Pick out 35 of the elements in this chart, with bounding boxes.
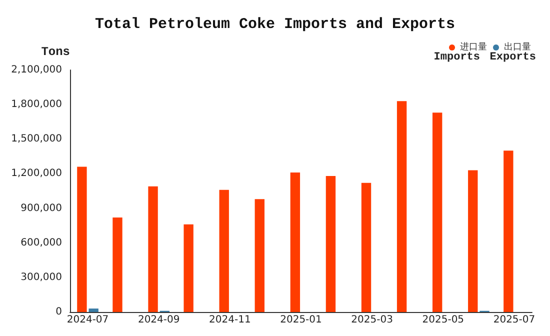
x-tick-label: 2024-07 [66, 314, 109, 326]
y-tick-label: 1,500,000 [11, 134, 62, 145]
bar [396, 101, 407, 312]
bar [148, 186, 158, 312]
bar [432, 112, 442, 312]
text: Exports [490, 52, 536, 64]
bar [504, 150, 514, 312]
bar [77, 166, 87, 312]
y-tick-label: 1,200,000 [11, 168, 62, 180]
y-tick-label: 1,800,000 [11, 99, 62, 110]
legend-label: 出口量 [504, 42, 531, 52]
y-tick-label: 300,000 [20, 272, 62, 283]
bar [184, 224, 194, 312]
y-tick-label: 600,000 [20, 237, 62, 248]
y-axis-title: Tons [41, 45, 70, 59]
x-tick-label: 2025-05 [422, 314, 464, 326]
bar [112, 218, 122, 312]
x-tick-label: 2024-11 [209, 314, 251, 326]
legend-label: 进口量 [460, 42, 487, 52]
bar [361, 182, 372, 312]
bar [254, 199, 264, 312]
x-tick-label: 2024-09 [138, 314, 180, 326]
text: Imports [434, 52, 480, 64]
chart-title: Total Petroleum Coke Imports and Exports [94, 16, 456, 33]
bar [219, 190, 229, 312]
x-tick-label: 2025-03 [351, 314, 393, 326]
bar [326, 176, 336, 312]
bar [290, 172, 300, 312]
y-tick-label: 0 [56, 306, 62, 318]
bar [88, 308, 98, 312]
y-tick-label: 900,000 [20, 202, 62, 214]
x-tick-label: 2025-07 [493, 314, 536, 326]
y-tick-label: 2,100,000 [11, 64, 62, 76]
bar [468, 170, 478, 312]
x-tick-label: 2025-01 [280, 314, 322, 326]
